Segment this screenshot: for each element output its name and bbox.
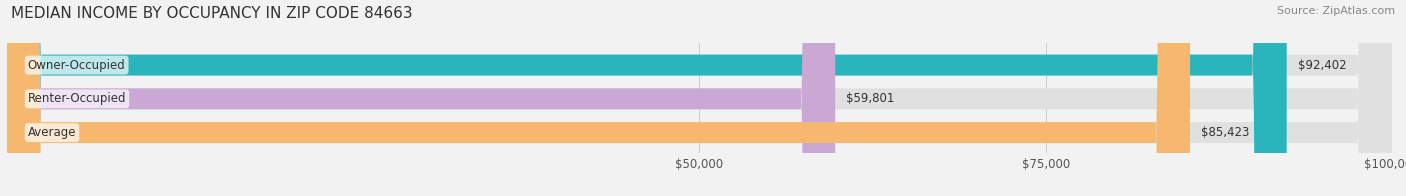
FancyBboxPatch shape [7, 0, 1286, 196]
Text: Source: ZipAtlas.com: Source: ZipAtlas.com [1277, 6, 1395, 16]
FancyBboxPatch shape [7, 0, 1189, 196]
FancyBboxPatch shape [7, 0, 1392, 196]
FancyBboxPatch shape [7, 0, 835, 196]
Text: $59,801: $59,801 [846, 92, 894, 105]
Text: $92,402: $92,402 [1298, 59, 1347, 72]
Text: $85,423: $85,423 [1201, 126, 1250, 139]
Text: Owner-Occupied: Owner-Occupied [28, 59, 125, 72]
FancyBboxPatch shape [7, 0, 1392, 196]
Text: Average: Average [28, 126, 76, 139]
Text: Renter-Occupied: Renter-Occupied [28, 92, 127, 105]
FancyBboxPatch shape [7, 0, 1392, 196]
Text: MEDIAN INCOME BY OCCUPANCY IN ZIP CODE 84663: MEDIAN INCOME BY OCCUPANCY IN ZIP CODE 8… [11, 6, 413, 21]
